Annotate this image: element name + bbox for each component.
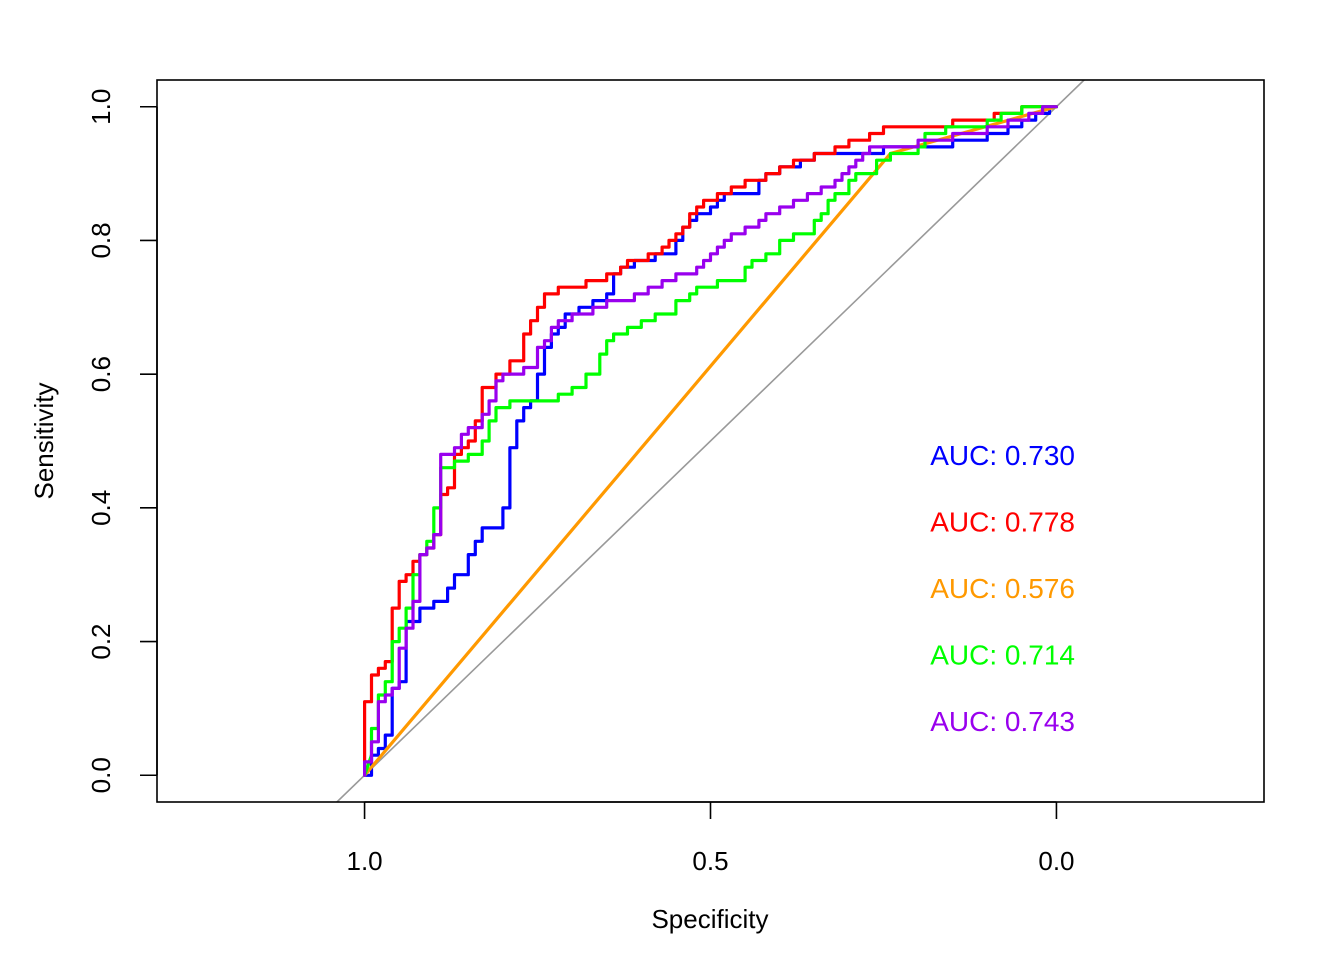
y-tick-label: 0.4 [86,490,116,526]
auc-label-1: AUC: 0.730 [930,440,1075,471]
x-tick-label: 0.0 [1038,846,1074,876]
roc-curve-5 [363,105,1059,777]
y-tick-label: 1.0 [86,89,116,125]
y-axis: 0.0 0.2 0.4 0.6 0.8 1.0 [86,89,158,793]
auc-labels: AUC: 0.730 AUC: 0.778 AUC: 0.576 AUC: 0.714… [930,440,1075,737]
auc-label-5: AUC: 0.743 [930,706,1075,737]
reference-diagonal-layer [336,80,1085,802]
reference-diagonal [336,80,1085,802]
y-tick-label: 0.8 [86,222,116,258]
series-layer [363,105,1059,777]
auc-label-2: AUC: 0.778 [930,507,1075,538]
x-tick-label: 0.5 [692,846,728,876]
auc-label-4: AUC: 0.714 [930,640,1075,671]
y-tick-label: 0.2 [86,623,116,659]
x-axis: 1.0 0.5 0.0 [346,801,1075,876]
x-tick-label: 1.0 [346,846,382,876]
auc-label-3: AUC: 0.576 [930,573,1075,604]
y-tick-label: 0.0 [86,757,116,793]
y-axis-title: Sensitivity [29,382,59,499]
y-tick-label: 0.6 [86,356,116,392]
x-axis-title: Specificity [651,904,768,934]
